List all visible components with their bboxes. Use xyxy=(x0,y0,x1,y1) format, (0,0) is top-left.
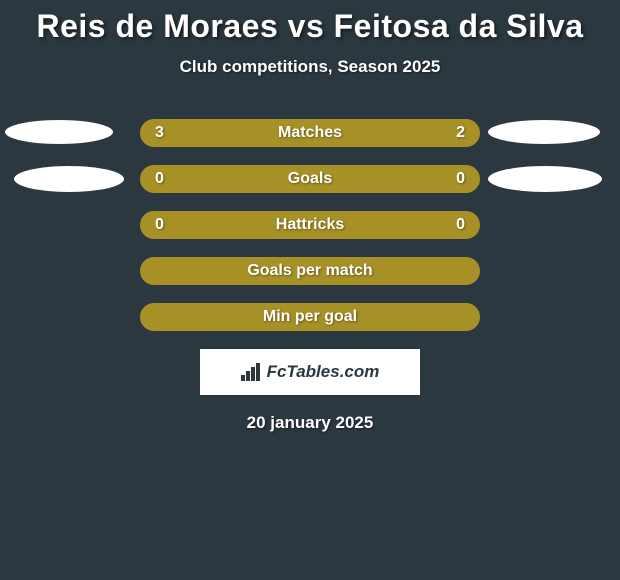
stat-value-right: 0 xyxy=(445,170,465,188)
player-right-marker xyxy=(488,166,602,192)
player-right-marker xyxy=(488,120,600,144)
stat-value-left: 0 xyxy=(155,170,175,188)
stat-bar-min-per-goal: Min per goal xyxy=(140,303,480,331)
stat-label: Hattricks xyxy=(276,216,344,234)
stat-label: Goals per match xyxy=(247,262,372,280)
stat-value-left: 3 xyxy=(155,124,175,142)
stat-label: Matches xyxy=(278,124,342,142)
bar-chart-icon xyxy=(241,363,263,381)
stat-row-min-per-goal: Min per goal xyxy=(0,303,620,331)
date-label: 20 january 2025 xyxy=(0,413,620,433)
stat-value-right: 0 xyxy=(445,216,465,234)
logo-text: FcTables.com xyxy=(267,362,380,382)
player-left-marker xyxy=(5,120,113,144)
branding-logo-box: FcTables.com xyxy=(200,349,420,395)
stat-value-right: 2 xyxy=(445,124,465,142)
stats-area: 3 Matches 2 0 Goals 0 0 Hattricks 0 xyxy=(0,119,620,331)
stat-bar-matches: 3 Matches 2 xyxy=(140,119,480,147)
stat-row-goals: 0 Goals 0 xyxy=(0,165,620,193)
stat-bar-hattricks: 0 Hattricks 0 xyxy=(140,211,480,239)
stat-label: Goals xyxy=(288,170,332,188)
logo-content: FcTables.com xyxy=(241,362,380,382)
stat-bar-goals: 0 Goals 0 xyxy=(140,165,480,193)
player-left-marker xyxy=(14,166,124,192)
stat-value-left: 0 xyxy=(155,216,175,234)
stat-label: Min per goal xyxy=(263,308,357,326)
comparison-widget: Reis de Moraes vs Feitosa da Silva Club … xyxy=(0,0,620,433)
stat-bar-goals-per-match: Goals per match xyxy=(140,257,480,285)
stat-row-matches: 3 Matches 2 xyxy=(0,119,620,147)
page-subtitle: Club competitions, Season 2025 xyxy=(0,57,620,77)
page-title: Reis de Moraes vs Feitosa da Silva xyxy=(0,8,620,45)
stat-row-goals-per-match: Goals per match xyxy=(0,257,620,285)
stat-row-hattricks: 0 Hattricks 0 xyxy=(0,211,620,239)
